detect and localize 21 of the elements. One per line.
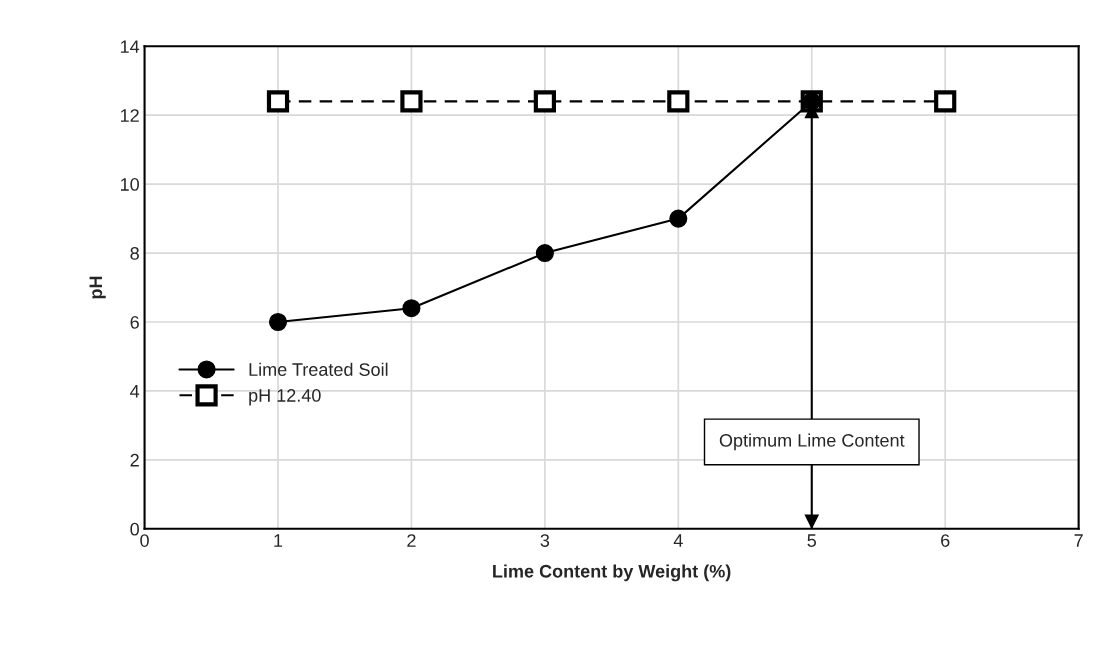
y-tick-label: 12 (120, 109, 139, 122)
x-tick-label: 6 (941, 534, 950, 547)
x-tick-label: 1 (274, 534, 283, 547)
y-tick-label: 2 (130, 453, 139, 467)
x-axis-title: Lime Content by Weight (%) (493, 564, 731, 582)
x-tick-label: 2 (407, 534, 416, 547)
legend-label: Lime Treated Soil (249, 362, 388, 376)
x-tick-label: 7 (1074, 534, 1083, 547)
ref-line-label: Optimum Lime Content (719, 433, 905, 451)
y-tick-label: 10 (120, 178, 139, 191)
x-tick-label: 4 (673, 534, 683, 547)
y-tick-label: 6 (130, 315, 139, 329)
x-tick-label: 0 (140, 534, 149, 547)
x-tick-label: 3 (540, 534, 550, 547)
legend-label: pH 12.40 (249, 389, 321, 406)
y-tick-label: 8 (130, 247, 139, 260)
y-tick-label: 4 (130, 385, 140, 398)
y-tick-label: 0 (130, 522, 139, 536)
y-tick-label: 14 (120, 40, 140, 53)
y-axis-title: pH (89, 276, 106, 299)
x-tick-label: 5 (807, 534, 817, 547)
